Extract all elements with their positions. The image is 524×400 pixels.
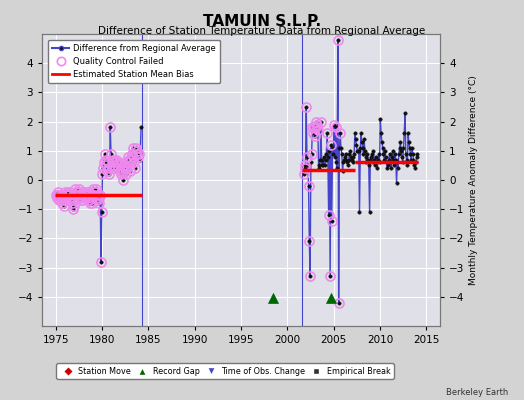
Legend: Difference from Regional Average, Quality Control Failed, Estimated Station Mean: Difference from Regional Average, Qualit…	[48, 40, 220, 83]
Text: TAMUIN S.L.P.: TAMUIN S.L.P.	[203, 14, 321, 29]
Y-axis label: Monthly Temperature Anomaly Difference (°C): Monthly Temperature Anomaly Difference (…	[469, 75, 478, 285]
Text: Difference of Station Temperature Data from Regional Average: Difference of Station Temperature Data f…	[99, 26, 425, 36]
Text: Berkeley Earth: Berkeley Earth	[446, 388, 508, 397]
